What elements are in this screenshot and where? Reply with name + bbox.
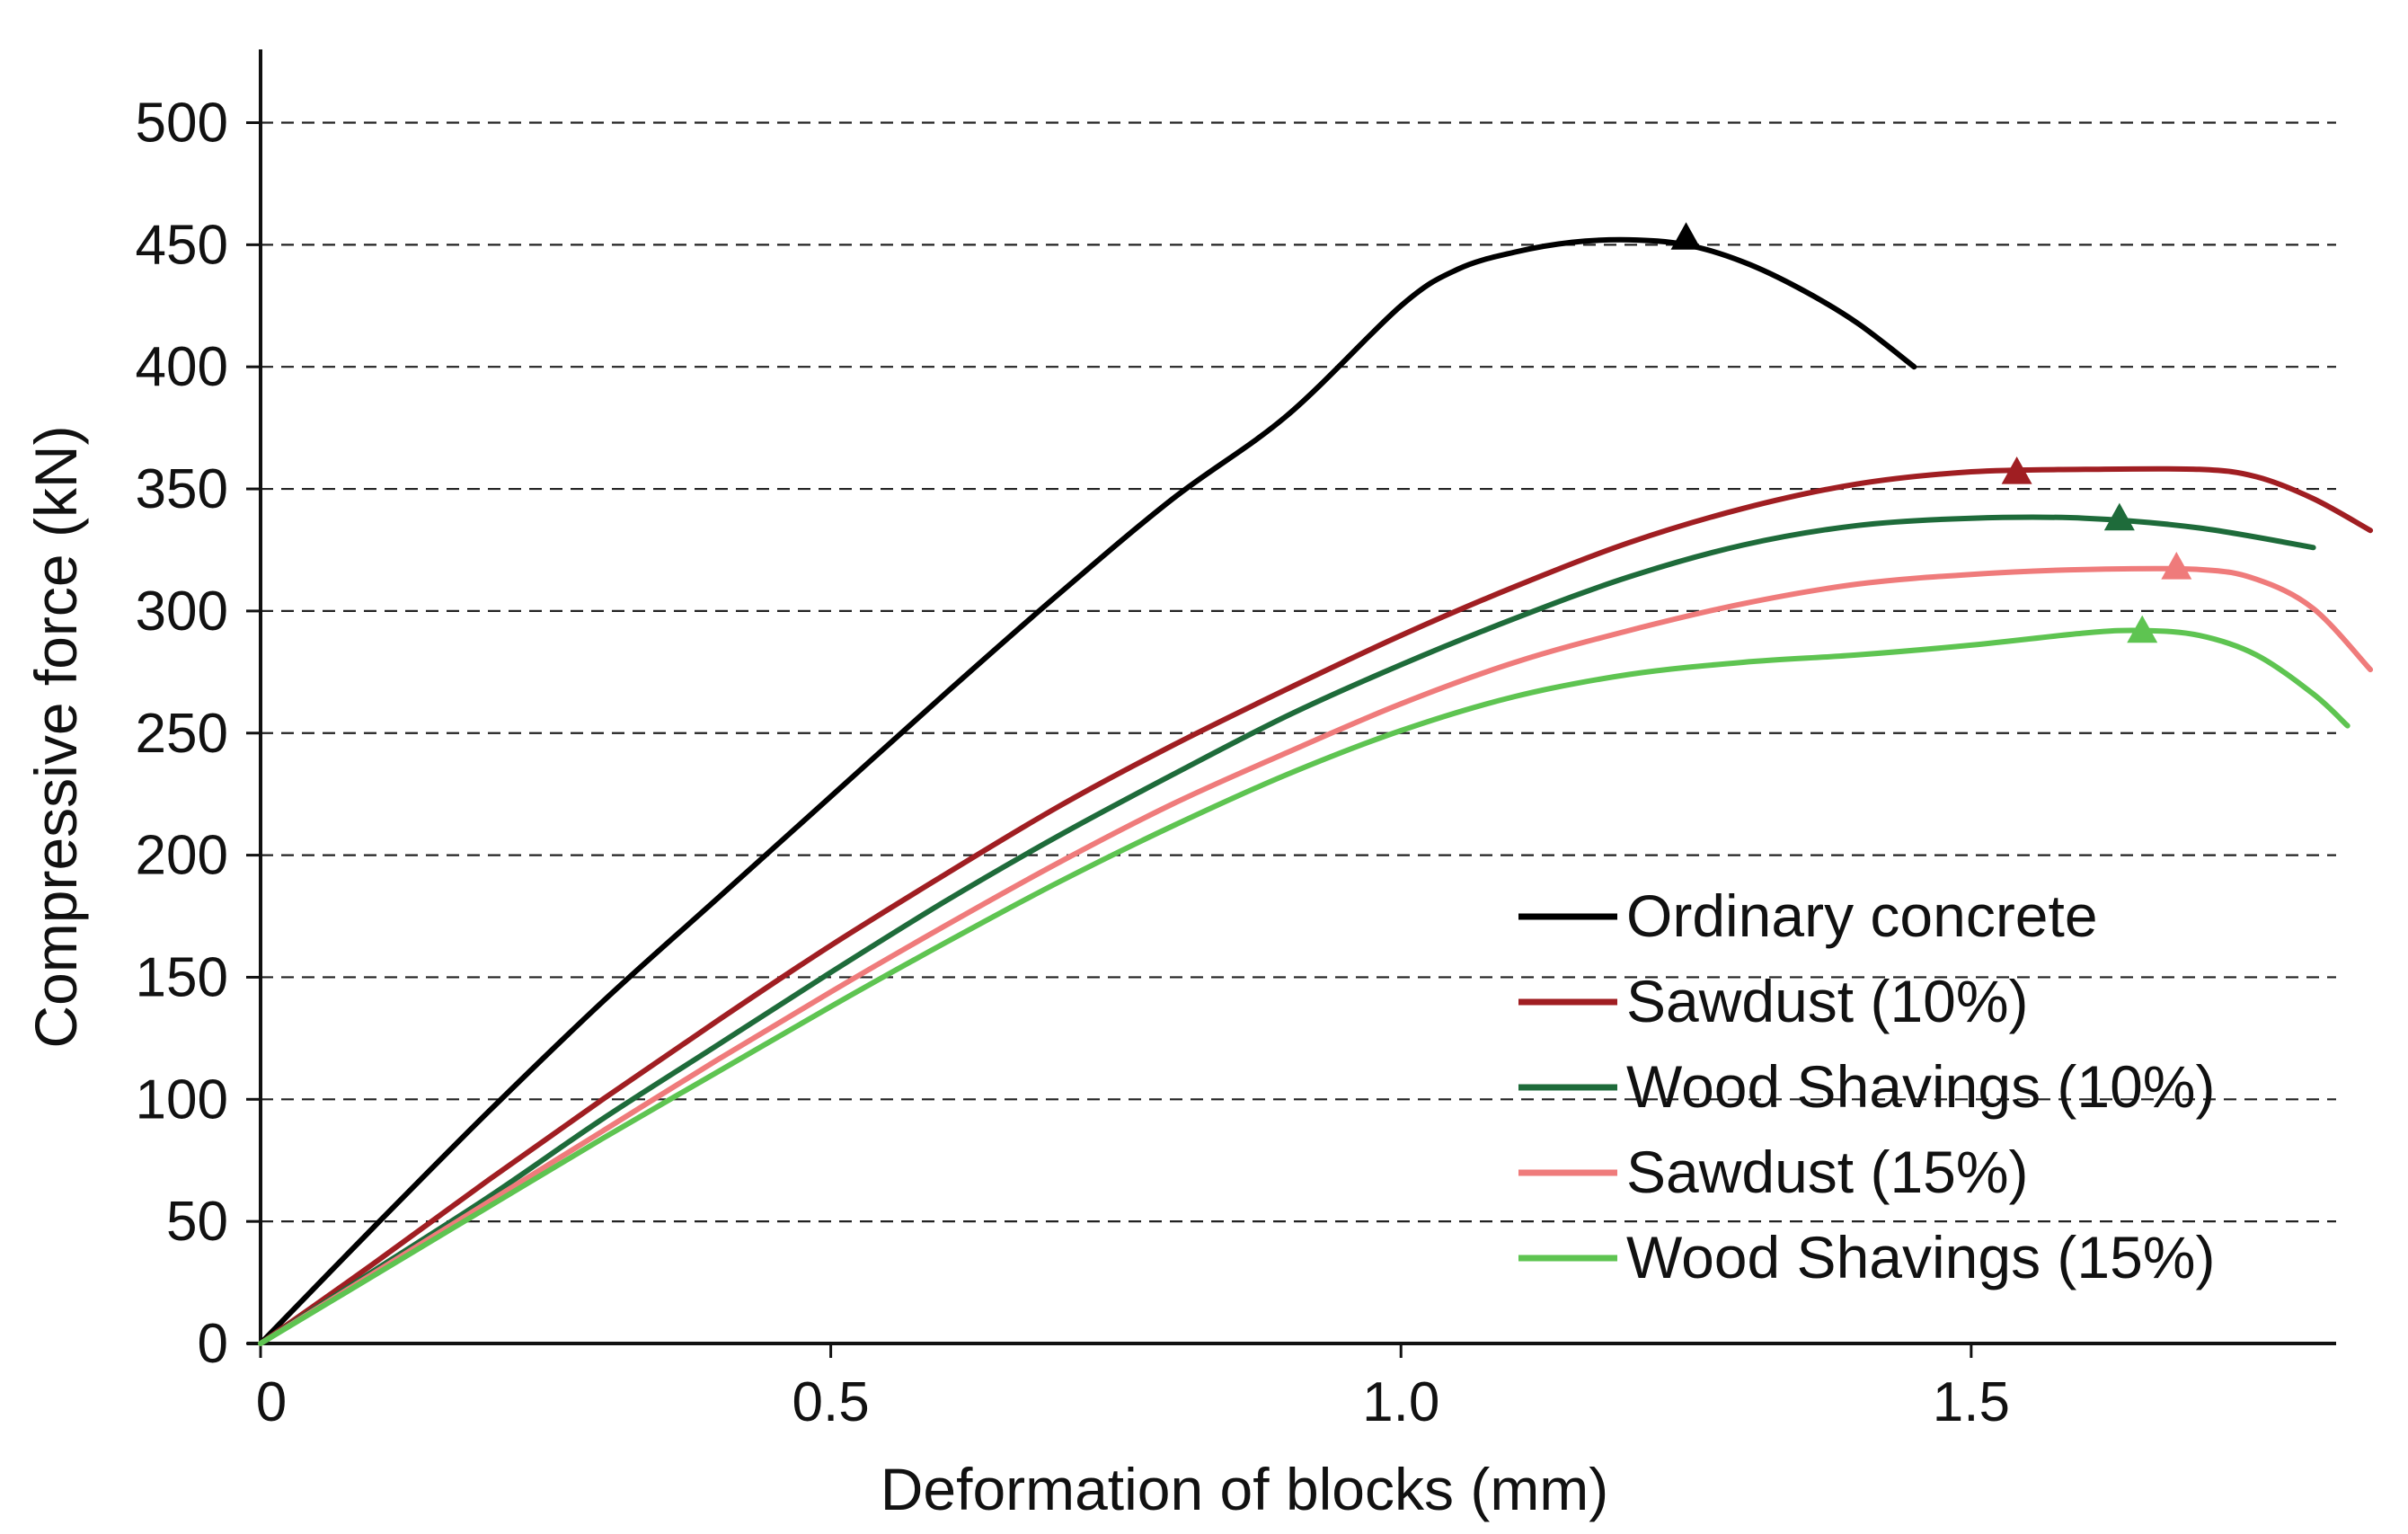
legend-label-wood-shavings-15: Wood Shavings (15%) (1626, 1224, 2215, 1290)
y-tick-labels: 0 50 100 150 200 250 300 350 400 450 500 (136, 93, 261, 1375)
y-tick-label-350: 350 (136, 458, 228, 520)
y-tick-label-50: 50 (166, 1191, 228, 1253)
x-axis-title: Deformation of blocks (mm) (881, 1456, 1609, 1522)
series-marker-wood-shavings-10 (2103, 502, 2135, 531)
series-lines (258, 236, 2374, 1346)
x-tick-label-1.0: 1.0 (1362, 1371, 1439, 1433)
axes (247, 49, 2336, 1345)
series-marker-ordinary-concrete (1670, 222, 1702, 250)
series-markers (1670, 222, 2192, 643)
series-line-sawdust-10 (258, 466, 2374, 1346)
legend: Ordinary concrete Sawdust (10%) Wood Shavi… (1518, 882, 2215, 1290)
y-tick-label-0: 0 (198, 1313, 228, 1375)
legend-label-ordinary-concrete: Ordinary concrete (1626, 882, 2098, 949)
series-marker-sawdust-10 (2001, 457, 2032, 484)
series-line-sawdust-15 (258, 565, 2374, 1346)
y-tick-label-200: 200 (136, 825, 228, 887)
legend-label-sawdust-15: Sawdust (15%) (1626, 1139, 2029, 1205)
x-tick-labels: 0 0.5 1.0 1.5 (256, 1343, 2010, 1433)
x-tick-label-0: 0 (256, 1371, 287, 1433)
x-tick-label-0.5: 0.5 (792, 1371, 870, 1433)
x-tick-label-1.5: 1.5 (1933, 1371, 2010, 1433)
series-line-wood-shavings-15 (258, 627, 2350, 1346)
grid-lines (261, 121, 2336, 1223)
y-tick-label-250: 250 (136, 703, 228, 765)
y-tick-label-400: 400 (136, 336, 228, 398)
series-marker-sawdust-15 (2161, 552, 2192, 580)
y-axis-title: Compressive force (kN) (22, 425, 89, 1048)
legend-label-wood-shavings-10: Wood Shavings (10%) (1626, 1053, 2215, 1120)
y-tick-label-150: 150 (136, 946, 228, 1008)
y-tick-label-300: 300 (136, 581, 228, 643)
series-marker-wood-shavings-15 (2127, 615, 2158, 643)
legend-label-sawdust-10: Sawdust (10%) (1626, 968, 2029, 1034)
series-line-wood-shavings-10 (258, 514, 2316, 1346)
y-tick-label-450: 450 (136, 214, 228, 276)
y-tick-label-500: 500 (136, 93, 228, 155)
y-tick-label-100: 100 (136, 1068, 228, 1131)
